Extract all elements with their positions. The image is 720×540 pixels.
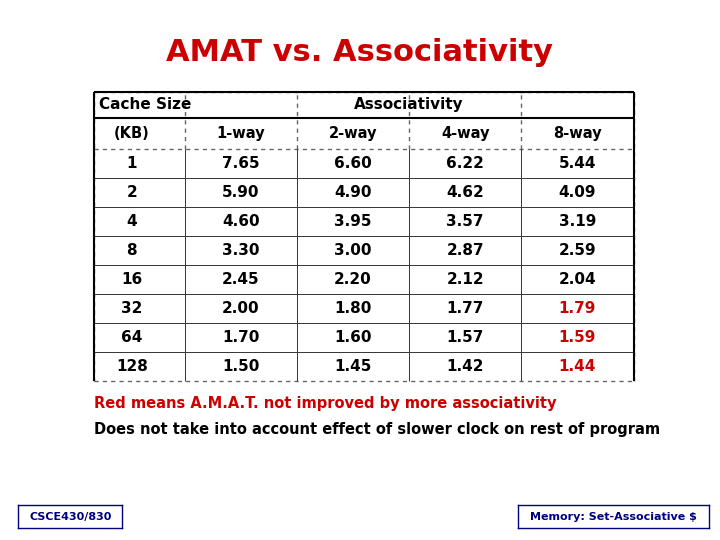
Text: 6.22: 6.22	[446, 156, 484, 171]
Text: 5.90: 5.90	[222, 185, 259, 200]
Text: 8: 8	[127, 242, 137, 258]
Text: 2: 2	[127, 185, 138, 200]
Text: 6.60: 6.60	[334, 156, 372, 171]
Text: 1.79: 1.79	[559, 301, 596, 316]
Text: 3.00: 3.00	[334, 242, 372, 258]
Text: 1.50: 1.50	[222, 359, 259, 374]
Text: (KB): (KB)	[114, 126, 150, 140]
Text: AMAT vs. Associativity: AMAT vs. Associativity	[166, 38, 554, 67]
Text: 4: 4	[127, 213, 137, 228]
Text: 3.57: 3.57	[446, 213, 484, 228]
Text: 2.59: 2.59	[559, 242, 596, 258]
Text: 1.60: 1.60	[334, 329, 372, 345]
Text: 7.65: 7.65	[222, 156, 259, 171]
Text: 2.45: 2.45	[222, 272, 259, 287]
Text: 1.45: 1.45	[334, 359, 372, 374]
Text: 1.59: 1.59	[559, 329, 596, 345]
Text: 1.42: 1.42	[446, 359, 484, 374]
Text: 4.60: 4.60	[222, 213, 259, 228]
Text: 3.95: 3.95	[334, 213, 372, 228]
Text: 1.57: 1.57	[446, 329, 484, 345]
Text: 4.09: 4.09	[559, 185, 596, 200]
Text: 3.30: 3.30	[222, 242, 259, 258]
Text: Cache Size: Cache Size	[99, 97, 191, 112]
Text: 32: 32	[121, 301, 143, 316]
Text: 2.04: 2.04	[559, 272, 596, 287]
Text: 2.12: 2.12	[446, 272, 484, 287]
Text: Associativity: Associativity	[354, 97, 464, 112]
Text: CSCE430/830: CSCE430/830	[29, 512, 112, 522]
Text: 2.87: 2.87	[446, 242, 484, 258]
Text: 128: 128	[116, 359, 148, 374]
Text: 3.19: 3.19	[559, 213, 596, 228]
Text: 5.44: 5.44	[559, 156, 596, 171]
Text: 1.70: 1.70	[222, 329, 259, 345]
Text: 64: 64	[121, 329, 143, 345]
Text: 2-way: 2-way	[329, 126, 377, 140]
Text: 1.80: 1.80	[334, 301, 372, 316]
Text: 4.90: 4.90	[334, 185, 372, 200]
Text: 1.44: 1.44	[559, 359, 596, 374]
Text: 8-way: 8-way	[553, 126, 602, 140]
Text: 4-way: 4-way	[441, 126, 490, 140]
Text: 2.20: 2.20	[334, 272, 372, 287]
Text: Does not take into account effect of slower clock on rest of program: Does not take into account effect of slo…	[94, 422, 660, 437]
Text: 4.62: 4.62	[446, 185, 484, 200]
Text: 16: 16	[121, 272, 143, 287]
Text: 1.77: 1.77	[446, 301, 484, 316]
Text: 2.00: 2.00	[222, 301, 259, 316]
Text: 1: 1	[127, 156, 137, 171]
Text: 1-way: 1-way	[217, 126, 265, 140]
Text: Red means A.M.A.T. not improved by more associativity: Red means A.M.A.T. not improved by more …	[94, 396, 556, 411]
Text: Memory: Set-Associative $: Memory: Set-Associative $	[531, 512, 697, 522]
